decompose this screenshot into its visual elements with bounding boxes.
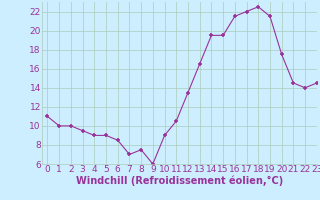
X-axis label: Windchill (Refroidissement éolien,°C): Windchill (Refroidissement éolien,°C) xyxy=(76,175,283,186)
